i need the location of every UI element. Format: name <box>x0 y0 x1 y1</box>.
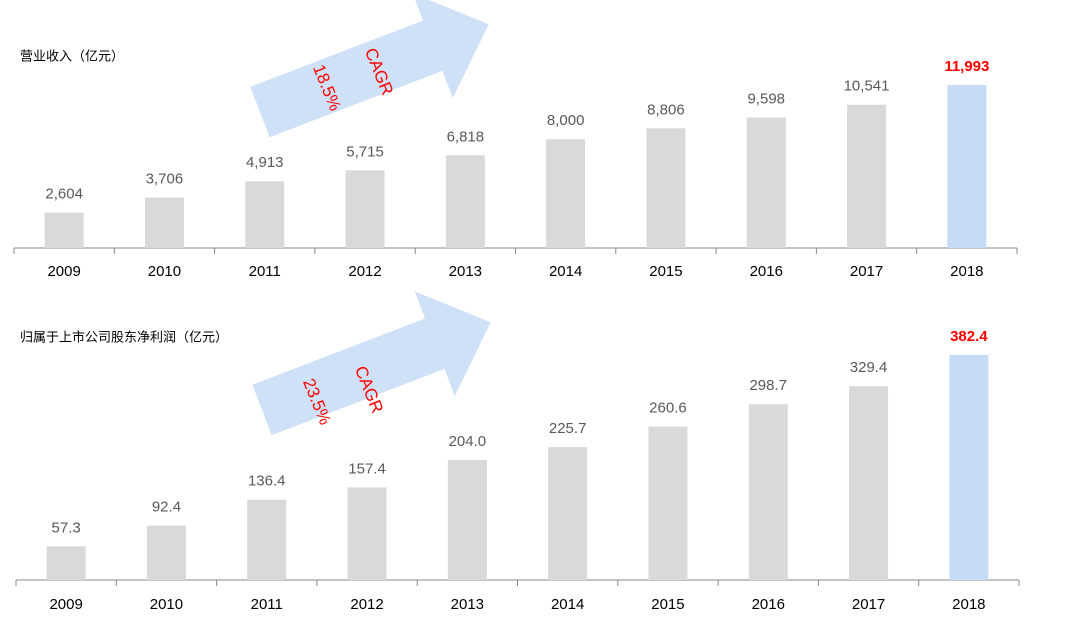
cagr-arrow-group <box>252 291 491 436</box>
value-label: 157.4 <box>348 460 386 477</box>
x-tick-label: 2012 <box>350 596 383 613</box>
bar <box>849 386 889 580</box>
bar <box>748 404 788 580</box>
value-label: 225.7 <box>549 420 587 437</box>
x-tick-label: 2016 <box>750 263 783 280</box>
value-label: 4,913 <box>246 154 284 171</box>
bar <box>144 197 184 248</box>
bar <box>146 525 186 580</box>
value-label: 6,818 <box>447 128 485 145</box>
chart-title: 归属于上市公司股东净利润（亿元） <box>20 330 228 346</box>
x-tick-label: 2018 <box>952 596 985 613</box>
x-tick-label: 2011 <box>249 263 281 280</box>
value-label: 2,604 <box>45 186 83 203</box>
value-label: 329.4 <box>850 359 888 376</box>
bar <box>46 546 86 580</box>
value-label: 260.6 <box>649 400 687 417</box>
value-label: 3,706 <box>146 171 184 188</box>
bar <box>245 181 285 248</box>
x-tick-label: 2014 <box>551 596 584 613</box>
bar <box>347 487 387 580</box>
cagr-arrow-group <box>250 0 489 138</box>
bar <box>445 155 485 248</box>
value-label: 9,598 <box>747 91 785 108</box>
bar <box>648 426 688 580</box>
bar <box>746 117 786 248</box>
bar <box>646 128 686 248</box>
x-tick-label: 2009 <box>47 263 80 280</box>
chart-title: 营业收入（亿元） <box>20 50 124 65</box>
x-tick-label: 2017 <box>852 596 885 613</box>
x-tick-label: 2016 <box>752 596 785 613</box>
value-label: 298.7 <box>749 377 787 394</box>
value-label: 10,541 <box>844 78 890 95</box>
x-tick-label: 2014 <box>549 263 582 280</box>
x-tick-label: 2013 <box>451 596 484 613</box>
bar <box>949 355 989 580</box>
bar <box>447 459 487 580</box>
x-tick-label: 2010 <box>148 263 181 280</box>
cagr-arrow <box>250 0 489 138</box>
x-tick-label: 2013 <box>449 263 482 280</box>
bar <box>247 499 287 580</box>
bar <box>546 139 586 248</box>
x-tick-label: 2011 <box>251 596 283 613</box>
value-label: 11,993 <box>944 58 989 75</box>
bar <box>548 447 588 580</box>
value-label: 92.4 <box>152 499 181 516</box>
x-tick-label: 2009 <box>49 596 82 613</box>
x-tick-label: 2010 <box>150 596 183 613</box>
x-tick-label: 2015 <box>651 596 684 613</box>
bar <box>345 170 385 248</box>
value-label: 136.4 <box>248 473 286 490</box>
x-tick-label: 2018 <box>950 263 983 280</box>
value-label: 5,715 <box>346 143 384 160</box>
value-label: 8,806 <box>647 101 685 118</box>
x-tick-label: 2017 <box>850 263 883 280</box>
x-tick-label: 2015 <box>649 263 682 280</box>
x-tick-label: 2012 <box>348 263 381 280</box>
value-label: 57.3 <box>52 519 81 536</box>
value-label: 204.0 <box>449 433 487 450</box>
cagr-arrow <box>252 291 491 436</box>
bar <box>44 212 84 248</box>
bar <box>847 104 887 248</box>
bar <box>947 85 987 248</box>
value-label: 382.4 <box>950 328 988 345</box>
value-label: 8,000 <box>547 112 585 129</box>
